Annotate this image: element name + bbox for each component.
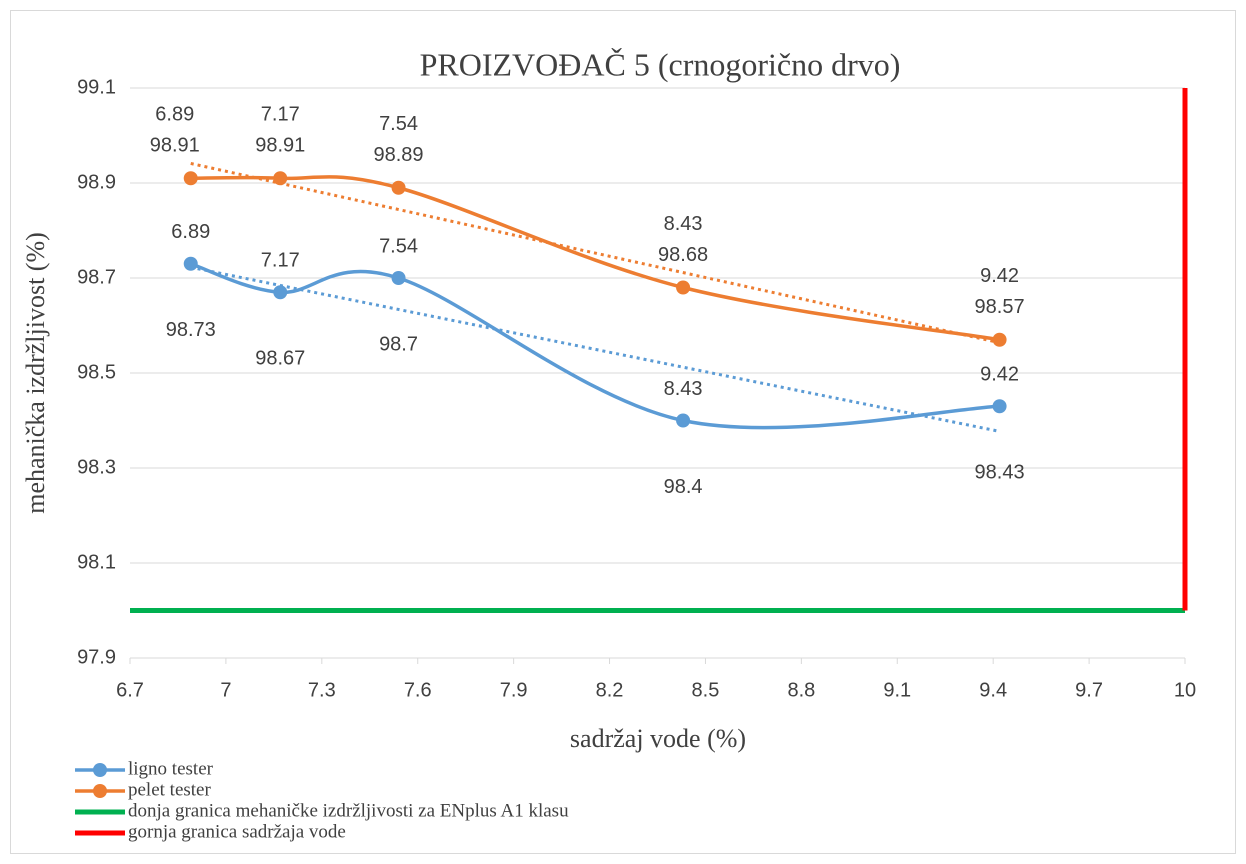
x-tick-label: 7 [220,679,231,701]
marker [676,413,691,428]
marker [391,180,406,195]
legend-marker [93,784,107,798]
y-tick-label: 98.3 [77,456,116,478]
data-label: 6.89 [155,104,194,126]
y-tick-label: 99.1 [77,76,116,98]
trendline [190,265,1000,433]
data-label: 9.42 [980,265,1019,287]
x-tick-label: 8.8 [787,679,815,701]
data-label: 7.17 [261,104,300,126]
marker [183,171,198,186]
legend-marker [93,763,107,777]
y-tick-label: 98.9 [77,171,116,193]
y-tick-label: 98.5 [77,361,116,383]
data-label: 98.4 [664,476,703,498]
data-label: 98.43 [975,462,1025,484]
data-label: 7.54 [379,113,418,135]
data-label: 6.89 [171,221,210,243]
trendline [190,161,1000,345]
y-tick-label: 98.7 [77,266,116,288]
marker [273,285,288,300]
data-label: 8.43 [664,378,703,400]
x-tick-label: 7.9 [500,679,528,701]
legend-label: donja granica mehaničke izdržljivosti za… [128,800,569,821]
x-tick-label: 7.3 [308,679,336,701]
data-label: 9.42 [980,364,1019,386]
data-label: 98.7 [379,333,418,355]
x-tick-label: 9.7 [1075,679,1103,701]
x-tick-label: 8.2 [596,679,624,701]
data-label: 98.91 [255,135,305,157]
legend-label: gornja granica sadržaja vode [128,821,346,842]
data-label: 7.54 [379,235,418,257]
data-label: 98.57 [975,296,1025,318]
marker [273,171,288,186]
legend-label: ligno tester [128,758,214,779]
data-label: 8.43 [664,213,703,235]
marker [391,271,406,285]
x-tick-label: 10 [1174,679,1196,701]
y-tick-label: 98.1 [77,551,116,573]
y-tick-label: 97.9 [77,646,116,668]
data-label: 7.17 [261,250,300,272]
x-tick-label: 6.7 [116,679,144,701]
x-tick-label: 8.5 [692,679,720,701]
marker [992,332,1007,347]
x-tick-label: 7.6 [404,679,432,701]
marker [676,280,691,295]
marker [183,256,198,271]
data-label: 98.68 [658,244,708,266]
marker [992,399,1007,414]
data-label: 98.89 [374,144,424,166]
chart-border [10,10,1236,854]
data-label: 98.91 [150,135,200,157]
data-label: 98.73 [166,319,216,341]
x-tick-label: 9.1 [883,679,911,701]
x-tick-label: 9.4 [979,679,1007,701]
legend-label: pelet tester [128,779,211,800]
data-label: 98.67 [255,348,305,370]
chart-title: PROIZVOĐAČ 5 (crnogorično drvo) [420,46,901,82]
x-axis-label: sadržaj vode (%) [570,724,746,753]
y-axis-label: mehanička izdržljivost (%) [21,232,50,514]
